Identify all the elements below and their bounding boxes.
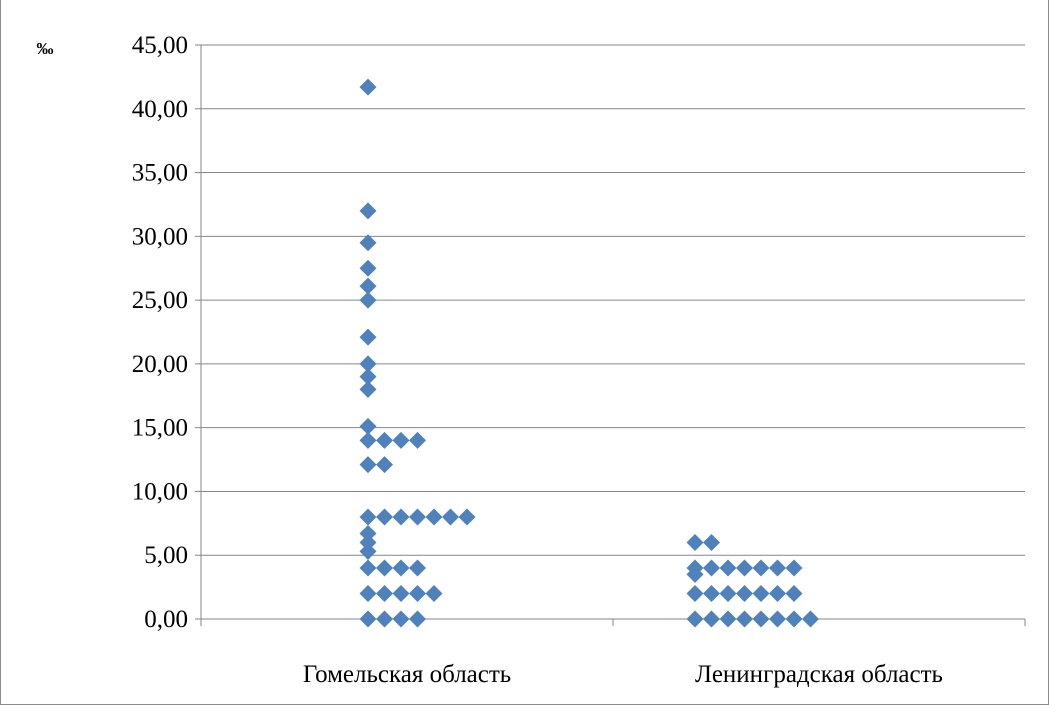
data-point-marker: [425, 584, 443, 602]
data-point-marker: [769, 584, 786, 602]
data-point-marker: [686, 533, 704, 551]
data-point-marker: [359, 533, 377, 551]
y-tick-label: 45,00: [132, 32, 188, 59]
y-tick-labels: 0,00 5,00 10,00 15,00 20,00 25,00 30,00 35,00 40…: [132, 32, 188, 633]
data-point-marker: [359, 525, 377, 543]
data-point-marker: [442, 508, 459, 526]
data-point-marker: [359, 456, 377, 474]
data-point-marker: [359, 610, 377, 628]
gridlines: [201, 44, 1025, 556]
x-tick-labels: Гомельская область Ленинградская область: [303, 661, 943, 688]
data-point-marker: [703, 610, 720, 628]
data-point-marker: [752, 584, 770, 602]
y-tick-label: 35,00: [132, 160, 188, 187]
data-point-marker: [785, 559, 803, 577]
data-point-marker: [752, 610, 770, 628]
y-tick-label: 5,00: [144, 542, 188, 569]
data-point-marker: [703, 533, 720, 551]
data-point-marker: [359, 202, 377, 220]
data-point-marker: [359, 508, 377, 526]
data-point-marker: [359, 328, 377, 346]
data-point-marker: [736, 610, 753, 628]
data-point-marker: [686, 610, 704, 628]
data-point-marker: [359, 78, 377, 96]
data-point-marker: [392, 559, 410, 577]
data-point-marker: [376, 610, 393, 628]
data-point-marker: [376, 508, 393, 526]
x-tick-label: Гомельская область: [303, 661, 511, 688]
data-point-marker: [409, 584, 426, 602]
data-point-marker: [392, 610, 410, 628]
data-points: [359, 78, 819, 628]
data-point-marker: [719, 610, 737, 628]
data-point-marker: [802, 610, 819, 628]
data-point-marker: [359, 368, 377, 386]
data-point-marker: [703, 559, 720, 577]
data-point-marker: [409, 431, 426, 449]
y-tick-label: 20,00: [132, 351, 188, 378]
data-point-marker: [409, 610, 426, 628]
data-point-marker: [376, 456, 393, 474]
data-point-marker: [359, 380, 377, 398]
data-point-marker: [392, 431, 410, 449]
data-point-marker: [769, 610, 786, 628]
data-point-marker: [376, 584, 393, 602]
data-point-marker: [392, 508, 410, 526]
y-tick-label: 0,00: [144, 606, 188, 633]
data-point-marker: [359, 542, 377, 560]
data-point-marker: [376, 431, 393, 449]
data-point-marker: [686, 584, 704, 602]
data-point-marker: [686, 565, 704, 583]
data-point-marker: [719, 584, 737, 602]
data-point-marker: [736, 559, 753, 577]
data-point-marker: [785, 584, 803, 602]
data-point-marker: [359, 291, 377, 309]
y-tick-label: 25,00: [132, 287, 188, 314]
data-point-marker: [719, 559, 737, 577]
y-tick-label: 15,00: [132, 415, 188, 442]
data-point-marker: [359, 355, 377, 373]
data-point-marker: [769, 559, 786, 577]
data-point-marker: [409, 559, 426, 577]
data-point-marker: [376, 559, 393, 577]
data-point-marker: [359, 431, 377, 449]
data-point-marker: [359, 259, 377, 277]
data-point-marker: [409, 508, 426, 526]
data-point-marker: [359, 277, 377, 295]
data-point-marker: [359, 234, 377, 252]
data-point-marker: [359, 559, 377, 577]
y-tick-label: 40,00: [132, 96, 188, 123]
data-point-marker: [359, 417, 377, 435]
data-point-marker: [392, 584, 410, 602]
data-point-marker: [752, 559, 770, 577]
data-point-marker: [425, 508, 443, 526]
data-point-marker: [458, 508, 476, 526]
data-point-marker: [359, 584, 377, 602]
y-axis-label: ‰: [37, 39, 54, 58]
axes: [195, 44, 1026, 626]
y-tick-label: 10,00: [132, 478, 188, 505]
data-point-marker: [736, 584, 753, 602]
y-tick-label: 30,00: [132, 223, 188, 250]
data-point-marker: [785, 610, 803, 628]
data-point-marker: [703, 584, 720, 602]
x-tick-label: Ленинградская область: [695, 661, 943, 688]
